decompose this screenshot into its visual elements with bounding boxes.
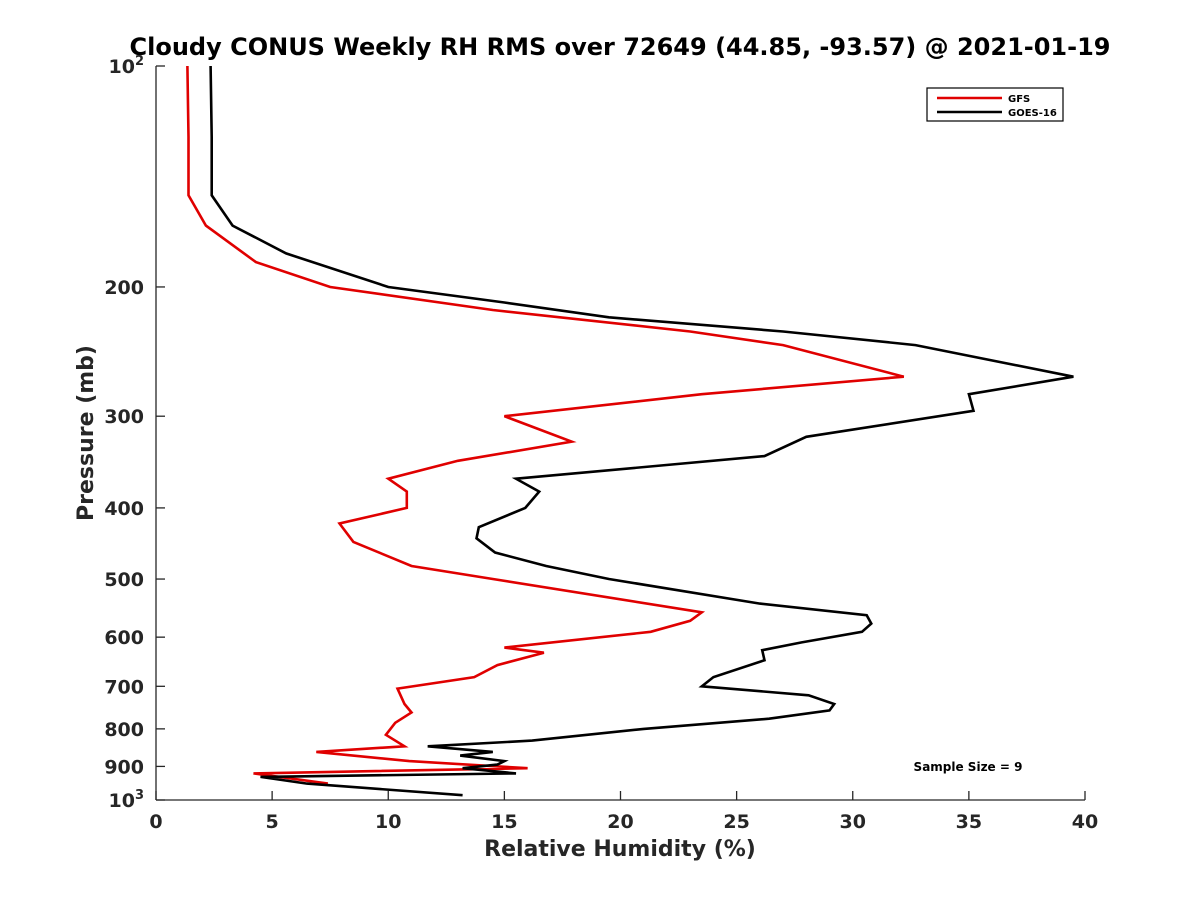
x-tick-label: 20 bbox=[607, 811, 633, 833]
y-tick-label: 700 bbox=[104, 676, 144, 698]
legend-entry-label: GOES-16 bbox=[1008, 108, 1057, 119]
x-tick-label: 15 bbox=[491, 811, 517, 833]
x-tick-label: 25 bbox=[723, 811, 749, 833]
y-tick-label: 102 bbox=[109, 54, 145, 78]
x-axis-label: Relative Humidity (%) bbox=[484, 837, 756, 862]
x-axis-ticks: 0 5 10 15 20 25 30 35 40 bbox=[149, 791, 1098, 833]
series-line-gfs bbox=[186, 65, 905, 785]
y-tick-label: 300 bbox=[104, 406, 144, 428]
x-tick-label: 0 bbox=[149, 811, 162, 833]
sample-size-annotation: Sample Size = 9 bbox=[914, 760, 1023, 774]
y-tick-label: 800 bbox=[104, 719, 144, 741]
x-tick-label: 10 bbox=[375, 811, 401, 833]
x-tick-label: 35 bbox=[956, 811, 982, 833]
legend: GFS GOES-16 bbox=[926, 87, 1064, 122]
x-tick-label: 30 bbox=[840, 811, 866, 833]
series-line-goes-16 bbox=[209, 65, 1074, 797]
chart-title: Cloudy CONUS Weekly RH RMS over 72649 (4… bbox=[130, 33, 1111, 61]
y-axis-ticks: 102 200 300 400 500 600 700 800 900 103 bbox=[104, 54, 165, 812]
x-tick-label: 5 bbox=[266, 811, 279, 833]
y-tick-label: 600 bbox=[104, 627, 144, 649]
legend-entry-label: GFS bbox=[1008, 94, 1030, 105]
y-tick-label: 103 bbox=[109, 788, 145, 812]
y-axis-label: Pressure (mb) bbox=[74, 345, 99, 521]
y-tick-label: 500 bbox=[104, 569, 144, 591]
legend-box bbox=[926, 87, 1064, 122]
y-tick-label: 200 bbox=[104, 277, 144, 299]
x-tick-label: 40 bbox=[1072, 811, 1098, 833]
y-tick-label: 400 bbox=[104, 498, 144, 520]
series-group bbox=[186, 65, 1074, 797]
y-tick-label: 900 bbox=[104, 756, 144, 778]
